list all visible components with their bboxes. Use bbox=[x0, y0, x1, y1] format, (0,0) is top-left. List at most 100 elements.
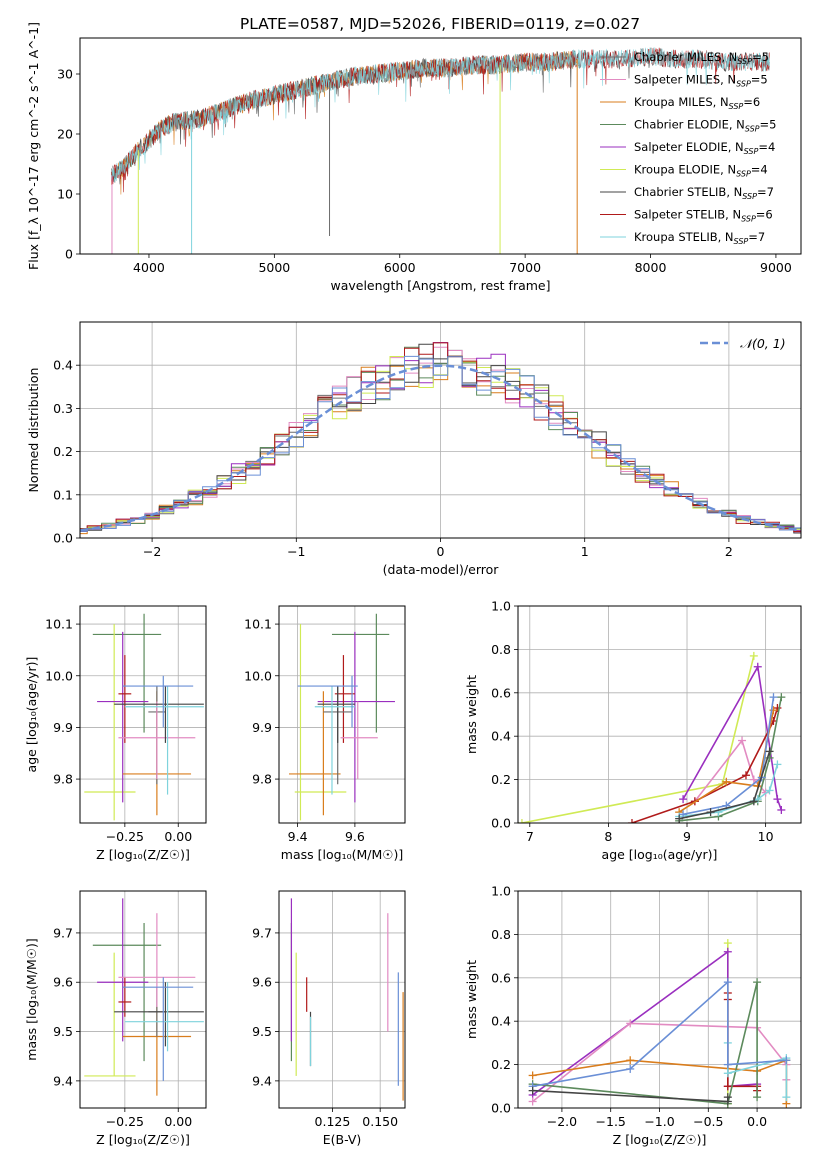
spectrum-lines bbox=[111, 47, 770, 254]
legend-entry: Salpeter MILES, NSSP=5 bbox=[634, 73, 768, 89]
y-tick-label: 9.8 bbox=[53, 772, 73, 787]
legend-value: =5 bbox=[751, 73, 768, 87]
x-tick-label: 2 bbox=[725, 544, 733, 559]
x-tick-label: 0.0 bbox=[747, 1114, 767, 1129]
y-tick-label: 10.0 bbox=[244, 668, 272, 683]
legend-value: =5 bbox=[752, 50, 769, 64]
axes-frame bbox=[517, 605, 802, 824]
axes-frame bbox=[278, 605, 406, 824]
legend-value: =7 bbox=[757, 185, 774, 199]
x-tick-label: 8000 bbox=[635, 260, 667, 275]
age_vs_mass-panel: 9.4 9.6 9.8 9.9 10.0 10.1 mass [log₁₀(M/M☉)] bbox=[244, 605, 406, 862]
axes-frame bbox=[79, 605, 207, 824]
y-tick-label: 0.0 bbox=[53, 531, 73, 546]
x-tick-label: 0.00 bbox=[164, 1114, 192, 1129]
mass_vs_EBV-panel: 0.125 0.150 9.4 9.5 9.6 9.7 E(B-V) bbox=[252, 890, 406, 1147]
y-tick-label: 9.9 bbox=[252, 720, 272, 735]
x-tick-label: 8 bbox=[604, 829, 612, 844]
axes-frame bbox=[278, 890, 406, 1109]
legend-entry: Salpeter ELODIE, NSSP=4 bbox=[634, 140, 775, 156]
x-axis-label: E(B-V) bbox=[323, 1132, 362, 1147]
y-tick-label: 10 bbox=[57, 187, 73, 202]
massweight_vs_Z-panel: −2.0 −1.5 −1.0 −0.5 0.0 0.0 0.2 0.4 0.6 0.8 1.0 Z [… bbox=[464, 884, 802, 1147]
y-tick-label: 0.6 bbox=[491, 685, 511, 700]
y-tick-label: 9.5 bbox=[252, 1024, 272, 1039]
weight-line bbox=[532, 981, 758, 1105]
legend-value: =4 bbox=[758, 140, 775, 154]
y-tick-label: 0.2 bbox=[53, 444, 73, 459]
y-tick-label: 9.4 bbox=[53, 1073, 73, 1088]
x-axis-label: (data-model)/error bbox=[383, 562, 500, 577]
histograms bbox=[80, 342, 801, 535]
spectrum-panel: 4000 5000 6000 7000 8000 9000 0 10 20 30 wavelengt… bbox=[26, 22, 802, 293]
legend-entry: Kroupa STELIB, NSSP=7 bbox=[634, 230, 765, 246]
x-tick-label: 5000 bbox=[258, 260, 290, 275]
legend-value: =5 bbox=[760, 118, 777, 132]
spectrum-line bbox=[111, 47, 770, 183]
y-tick-label: 1.0 bbox=[491, 884, 511, 899]
y-tick-label: 0.4 bbox=[491, 729, 511, 744]
x-tick-label: 9000 bbox=[760, 260, 792, 275]
y-tick-label: 9.9 bbox=[53, 720, 73, 735]
legend-subscript: SSP bbox=[736, 170, 751, 179]
y-tick-label: 1.0 bbox=[491, 599, 511, 614]
legend-entry: Salpeter STELIB, NSSP=6 bbox=[634, 208, 773, 224]
y-tick-label: 0 bbox=[65, 247, 73, 262]
weight-line bbox=[521, 655, 755, 823]
legend-value: =6 bbox=[756, 208, 773, 222]
x-tick-label: −2.0 bbox=[547, 1114, 577, 1129]
y-tick-label: 9.4 bbox=[252, 1073, 272, 1088]
axes-frame bbox=[79, 321, 802, 539]
age_vs_Z-panel: −0.25 0.00 9.8 9.9 10.0 10.1 Z [log₁₀(Z/Z☉)] ag… bbox=[24, 605, 207, 862]
y-tick-label: 9.7 bbox=[53, 925, 73, 940]
x-axis-label: Z [log₁₀(Z/Z☉)] bbox=[96, 847, 190, 862]
y-tick-label: 0.3 bbox=[53, 401, 73, 416]
histogram-step bbox=[80, 342, 801, 532]
figure-title: PLATE=0587, MJD=52026, FIBERID=0119, z=0… bbox=[240, 15, 640, 33]
legend-subscript: SSP bbox=[742, 192, 757, 201]
legend-subscript: SSP bbox=[741, 215, 756, 224]
legend-entry: Chabrier STELIB, NSSP=7 bbox=[634, 185, 774, 201]
legend-entry: Chabrier ELODIE, NSSP=5 bbox=[634, 118, 776, 134]
massweight_vs_age-panel: 7 8 9 10 0.0 0.2 0.4 0.6 0.8 1.0 age [log₁₀(age/yr… bbox=[464, 599, 802, 862]
x-tick-label: −0.25 bbox=[106, 1114, 144, 1129]
residuals-panel: −2 −1 0 1 2 0.0 0.1 0.2 0.3 0.4 (data-model)/error… bbox=[26, 321, 802, 577]
y-tick-label: 0.6 bbox=[491, 970, 511, 985]
x-tick-label: 7 bbox=[526, 829, 534, 844]
x-tick-label: 4000 bbox=[133, 260, 165, 275]
y-tick-label: 9.6 bbox=[252, 975, 272, 990]
x-axis-label: age [log₁₀(age/yr)] bbox=[602, 847, 718, 862]
x-tick-label: −0.5 bbox=[693, 1114, 723, 1129]
y-tick-label: 0.1 bbox=[53, 487, 73, 502]
x-tick-label: 0 bbox=[437, 544, 445, 559]
y-tick-label: 30 bbox=[57, 67, 73, 82]
axes-frame bbox=[79, 890, 207, 1109]
x-tick-label: −0.25 bbox=[106, 829, 144, 844]
axes-frame bbox=[79, 37, 802, 255]
y-tick-label: 0.4 bbox=[491, 1014, 511, 1029]
x-tick-label: 0.00 bbox=[164, 829, 192, 844]
x-tick-label: 9 bbox=[683, 829, 691, 844]
x-tick-label: −1.5 bbox=[596, 1114, 626, 1129]
x-axis-label: Z [log₁₀(Z/Z☉)] bbox=[96, 1132, 190, 1147]
y-tick-label: 0.0 bbox=[491, 816, 511, 831]
y-tick-label: 10.0 bbox=[45, 668, 73, 683]
y-axis-label: mass weight bbox=[464, 960, 479, 1039]
weight-line bbox=[682, 696, 775, 816]
x-axis-label: wavelength [Angstrom, rest frame] bbox=[330, 278, 550, 293]
y-axis-label: age [log₁₀(age/yr)] bbox=[24, 657, 39, 773]
legend-entry: 𝒩(0, 1) bbox=[740, 336, 786, 351]
x-tick-label: 9.4 bbox=[288, 829, 308, 844]
x-tick-label: −2 bbox=[143, 544, 161, 559]
axes-frame bbox=[517, 890, 802, 1109]
y-tick-label: 0.0 bbox=[491, 1101, 511, 1116]
y-tick-label: 0.2 bbox=[491, 1057, 511, 1072]
normal-curve bbox=[80, 364, 801, 532]
x-axis-label: mass [log₁₀(M/M☉)] bbox=[281, 847, 403, 862]
y-tick-label: 10.1 bbox=[45, 617, 73, 632]
y-tick-label: 9.5 bbox=[53, 1024, 73, 1039]
x-tick-label: 1 bbox=[581, 544, 589, 559]
y-axis-label: Normed distribution bbox=[26, 368, 41, 493]
legend-subscript: SSP bbox=[729, 102, 744, 111]
